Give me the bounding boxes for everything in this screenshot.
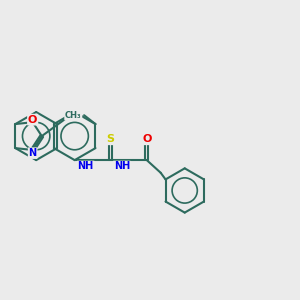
- Text: O: O: [142, 134, 152, 144]
- Text: S: S: [107, 134, 115, 144]
- Text: N: N: [28, 148, 37, 158]
- Text: O: O: [28, 115, 37, 124]
- Text: NH: NH: [78, 161, 94, 171]
- Text: CH₃: CH₃: [65, 111, 82, 120]
- Text: NH: NH: [114, 161, 130, 171]
